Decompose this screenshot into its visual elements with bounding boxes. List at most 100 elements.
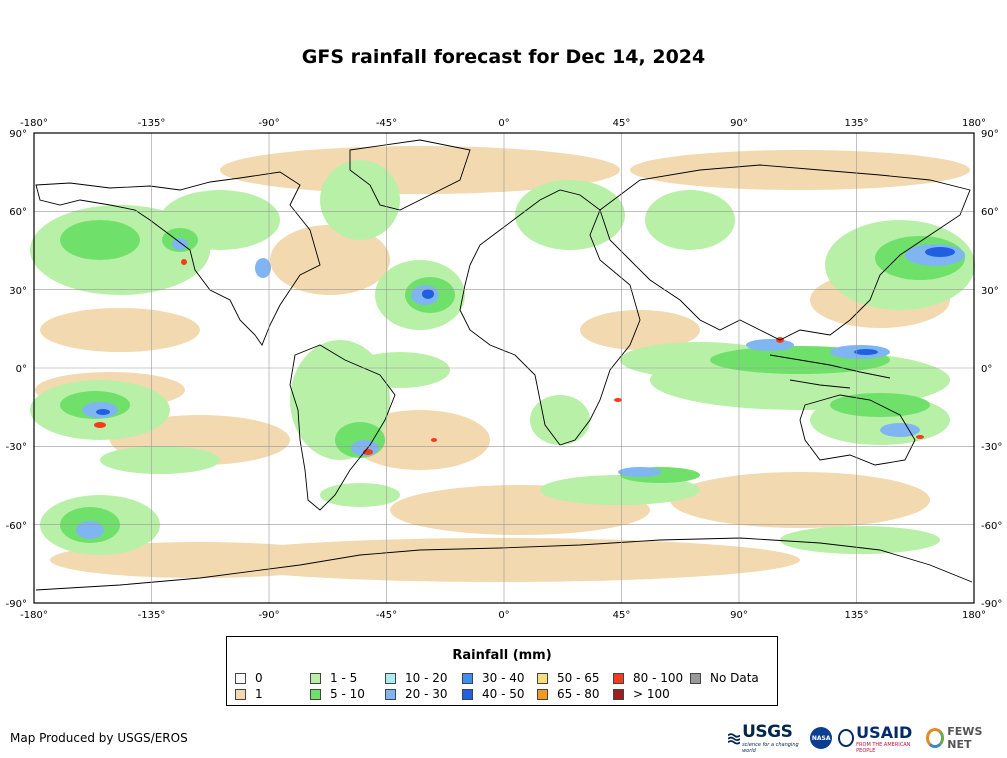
nasa-meatball-icon: NASA (810, 727, 833, 749)
lon-label: -135° (138, 118, 166, 129)
lat-label: -30° (981, 442, 1002, 453)
lat-label: -60° (6, 521, 27, 532)
rain-zone (270, 225, 390, 295)
legend-label: No Data (710, 671, 759, 685)
rain-zone (220, 146, 620, 194)
legend-swatch (235, 673, 246, 684)
lat-label: 0° (16, 364, 27, 375)
rain-zone (630, 150, 970, 190)
lat-label: 90° (981, 129, 999, 140)
south-america-outline (289, 344, 396, 511)
asia-outline (599, 164, 971, 341)
legend-swatch (385, 673, 396, 684)
lon-label: 135° (844, 118, 868, 129)
legend-item: 80 - 100 (613, 671, 683, 685)
usaid-tagline: FROM THE AMERICAN PEOPLE (856, 741, 911, 754)
legend-swatch (613, 673, 624, 684)
legend-label: > 100 (633, 687, 670, 701)
usgs-wave-icon (728, 733, 741, 745)
lon-label: 45° (613, 118, 631, 129)
rain-zone (255, 258, 271, 278)
rain-zone (350, 352, 450, 388)
legend-label: 1 (255, 687, 263, 701)
legend-item: 30 - 40 (462, 671, 525, 685)
indonesia-outline (769, 354, 891, 389)
usaid-wordmark: USAID (856, 722, 913, 742)
rain-zone (94, 422, 106, 428)
legend-label: 1 - 5 (330, 671, 358, 685)
rain-zone (645, 190, 735, 250)
legend-label: 20 - 30 (405, 687, 448, 701)
map-title: GFS rainfall forecast for Dec 14, 2024 (301, 46, 706, 68)
rain-zone (100, 446, 220, 474)
australia-outline (799, 394, 916, 466)
legend-swatch (690, 673, 701, 684)
legend-swatch (310, 689, 321, 700)
rain-zone (670, 472, 930, 528)
lon-label: -90° (258, 118, 279, 129)
lon-label: 180° (962, 118, 986, 129)
legend-swatch (462, 689, 473, 700)
rainfall-map: -180° -135° -90° -45° 0° 45° 90° 135° 18… (6, 118, 1003, 620)
lon-labels-bottom: -180° -135° -90° -45° 0° 45° 90° 135° 18… (20, 610, 986, 620)
north-america-outline (35, 171, 321, 346)
lon-label: 180° (962, 610, 986, 620)
legend-label: 10 - 20 (405, 671, 448, 685)
lat-label: 30° (981, 286, 999, 297)
lat-label: -90° (6, 599, 27, 610)
legend-item: 20 - 30 (385, 687, 448, 701)
europe-africa-outline (459, 189, 641, 446)
lon-label: -90° (258, 610, 279, 620)
rain-zone (780, 526, 940, 554)
usgs-logo: USGS science for a changing world (728, 722, 804, 754)
map-border (33, 132, 975, 604)
legend-label: 30 - 40 (482, 671, 525, 685)
usaid-seal-icon (838, 729, 855, 747)
lon-label: -45° (376, 610, 397, 620)
nasa-logo: NASA (810, 727, 833, 749)
usgs-wordmark: USGS (742, 722, 793, 742)
lon-label: -45° (376, 118, 397, 129)
graticule (34, 133, 974, 603)
legend-item: 40 - 50 (462, 687, 525, 701)
legend-item: No Data (690, 671, 759, 685)
lat-label: 60° (9, 207, 27, 218)
legend-label: 50 - 65 (557, 671, 600, 685)
legend-item: > 100 (613, 687, 670, 701)
rain-zone (40, 308, 200, 352)
rain-zone (746, 339, 794, 351)
lon-label: -180° (20, 610, 48, 620)
rain-zone (172, 238, 188, 250)
rain-zone (618, 467, 662, 477)
legend-swatch (385, 689, 396, 700)
legend-item: 5 - 10 (310, 687, 365, 701)
fews-globe-icon (926, 728, 945, 748)
rain-zone (76, 521, 104, 539)
rain-zone (431, 438, 437, 442)
lon-label: -180° (20, 118, 48, 129)
legend-label: 65 - 80 (557, 687, 600, 701)
lat-label: -60° (981, 521, 1002, 532)
legend-swatch (613, 689, 624, 700)
rain-zone (916, 435, 924, 439)
legend-swatch (462, 673, 473, 684)
legend-item: 0 (235, 671, 263, 685)
lon-label: 90° (730, 118, 748, 129)
lat-label: 30° (9, 286, 27, 297)
antarctica-outline (35, 537, 973, 591)
lat-label: -90° (981, 599, 1002, 610)
legend-label: 0 (255, 671, 263, 685)
usaid-logo: USAID FROM THE AMERICAN PEOPLE (838, 723, 920, 754)
lat-labels-right: 90° 60° 30° 0° -30° -60° -90° (981, 129, 1002, 610)
legend-swatch (235, 689, 246, 700)
lon-label: 45° (613, 610, 631, 620)
legend-item: 1 - 5 (310, 671, 357, 685)
rain-zone (530, 395, 590, 445)
legend-item: 50 - 65 (537, 671, 600, 685)
lat-labels-left: 90° 60° 30° 0° -30° -60° -90° (6, 129, 27, 610)
rain-zone (96, 409, 110, 415)
legend-item: 1 (235, 687, 263, 701)
map-credit: Map Produced by USGS/EROS (10, 731, 188, 745)
lon-labels-top: -180° -135° -90° -45° 0° 45° 90° 135° 18… (20, 118, 986, 129)
fews-net-logo: FEWS NET (926, 725, 1001, 751)
